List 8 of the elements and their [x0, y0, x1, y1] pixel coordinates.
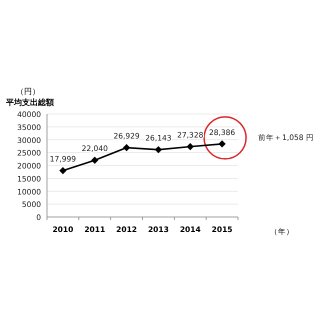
point — [218, 140, 226, 148]
point — [186, 143, 194, 150]
point — [59, 167, 67, 174]
y-axis-title: 平均支出総額 — [5, 98, 54, 107]
point — [122, 144, 130, 152]
point — [154, 146, 162, 154]
text: （円） — [16, 87, 40, 96]
point — [91, 156, 98, 164]
